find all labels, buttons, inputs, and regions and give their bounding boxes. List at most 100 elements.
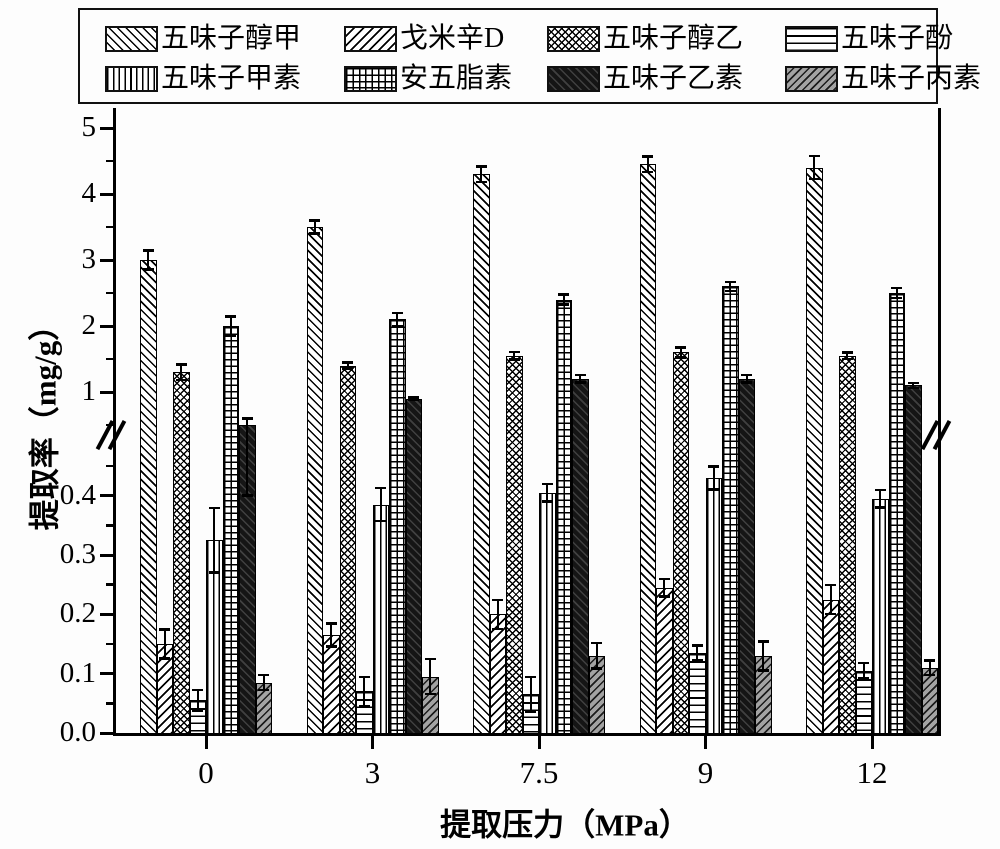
legend-label: 五味子醇乙	[603, 23, 744, 54]
error-bar-cap	[325, 645, 337, 648]
bar	[506, 355, 523, 734]
bar	[888, 293, 905, 734]
error-bar	[646, 156, 649, 173]
bar	[705, 477, 722, 734]
x-major-tick	[204, 736, 208, 749]
y-minor-tick	[106, 583, 114, 586]
right-axis-break-icon	[920, 420, 951, 450]
y-axis-line	[113, 108, 116, 736]
error-bar-cap	[708, 465, 720, 468]
error-bar-cap	[258, 688, 270, 692]
error-bar-cap	[891, 286, 903, 290]
error-bar-cap	[309, 219, 321, 222]
y-minor-tick	[106, 225, 114, 229]
y-minor-tick	[106, 524, 114, 527]
y-major-tick	[100, 731, 114, 735]
error-bar-cap	[358, 704, 370, 708]
error-bar-cap	[907, 381, 919, 385]
error-bar-cap	[825, 612, 837, 616]
y-tick-label: 0.2	[59, 597, 96, 630]
error-bar	[480, 166, 483, 183]
error-bar-cap	[342, 367, 354, 370]
legend: 五味子醇甲 戈米辛D 五味子醇乙 五味子酚 五味子甲素 安五脂素 五味子乙素 五味子丙素	[78, 8, 981, 104]
error-bar-cap	[208, 571, 220, 574]
error-bar-cap	[675, 356, 687, 359]
error-bar-cap	[241, 417, 253, 420]
legend-label: 戈米辛D	[400, 23, 505, 54]
y-major-tick	[100, 258, 114, 262]
legend-swatch-grid-lines	[344, 66, 397, 92]
error-bar-cap	[492, 598, 504, 601]
error-bar	[862, 662, 865, 679]
legend-item: 戈米辛D	[344, 24, 504, 54]
error-bar-cap	[658, 595, 670, 598]
error-bar	[928, 660, 931, 676]
error-bar-cap	[841, 351, 853, 354]
error-bar-cap	[808, 177, 820, 181]
error-bar-cap	[225, 315, 237, 318]
legend-item: 五味子醇乙	[547, 24, 743, 54]
error-bar	[562, 294, 565, 305]
error-bar	[363, 676, 366, 707]
error-bar-cap	[492, 627, 504, 631]
error-bar	[762, 641, 765, 671]
error-bar	[895, 287, 898, 299]
y-tick-label: 4	[81, 177, 97, 209]
bar	[306, 227, 323, 734]
error-bar-cap	[391, 324, 403, 327]
legend-swatch-gray-diagonal	[785, 66, 838, 92]
bar	[656, 587, 673, 734]
x-tick-label: 12	[856, 755, 888, 790]
error-bar	[213, 507, 216, 573]
error-bar	[313, 220, 316, 234]
error-bar-cap	[424, 692, 436, 696]
error-bar	[529, 676, 532, 713]
error-bar-cap	[757, 669, 769, 672]
error-bar-cap	[558, 293, 570, 296]
bar	[489, 614, 506, 734]
legend-item: 五味子甲素	[105, 64, 301, 94]
bar	[140, 260, 157, 734]
y-axis-break-icon	[95, 420, 126, 450]
legend-label: 五味子酚	[841, 23, 954, 54]
error-bar	[196, 689, 199, 712]
x-axis-title: 提取压力（MPa）	[440, 807, 690, 843]
error-bar-cap	[924, 673, 936, 677]
error-bar-cap	[342, 361, 354, 364]
error-bar-cap	[541, 500, 553, 503]
error-bar	[729, 281, 732, 291]
error-bar	[379, 487, 382, 522]
error-bar	[429, 658, 432, 695]
bar	[921, 667, 938, 734]
error-bar-cap	[724, 280, 736, 284]
error-bar-cap	[741, 381, 753, 384]
y-tick-label: 3	[81, 243, 97, 275]
error-bar-cap	[858, 676, 870, 680]
y-axis-title: 提取率（mg/g）	[27, 309, 63, 531]
bar	[806, 167, 823, 734]
error-bar-cap	[874, 488, 886, 492]
error-bar-cap	[208, 506, 220, 510]
error-bar-cap	[175, 378, 187, 382]
error-bar-cap	[691, 659, 703, 662]
error-bar-cap	[675, 346, 687, 349]
error-bar	[679, 347, 682, 358]
error-bar-cap	[825, 583, 837, 587]
error-bar	[147, 250, 150, 270]
error-bar-cap	[741, 373, 753, 377]
error-bar-cap	[358, 675, 370, 679]
error-bar-cap	[858, 661, 870, 665]
error-bar-cap	[258, 673, 270, 677]
error-bar	[829, 584, 832, 615]
error-bar-cap	[408, 398, 420, 401]
bar	[672, 352, 689, 734]
error-bar-cap	[841, 357, 853, 360]
error-bar	[846, 352, 849, 359]
bar	[689, 652, 706, 734]
bar	[372, 504, 389, 734]
legend-swatch-horizontal-lines	[785, 26, 838, 52]
error-bar	[246, 418, 249, 496]
y-major-tick	[100, 672, 114, 676]
y-tick-label: 0.3	[59, 538, 96, 570]
y-major-tick	[100, 553, 114, 557]
